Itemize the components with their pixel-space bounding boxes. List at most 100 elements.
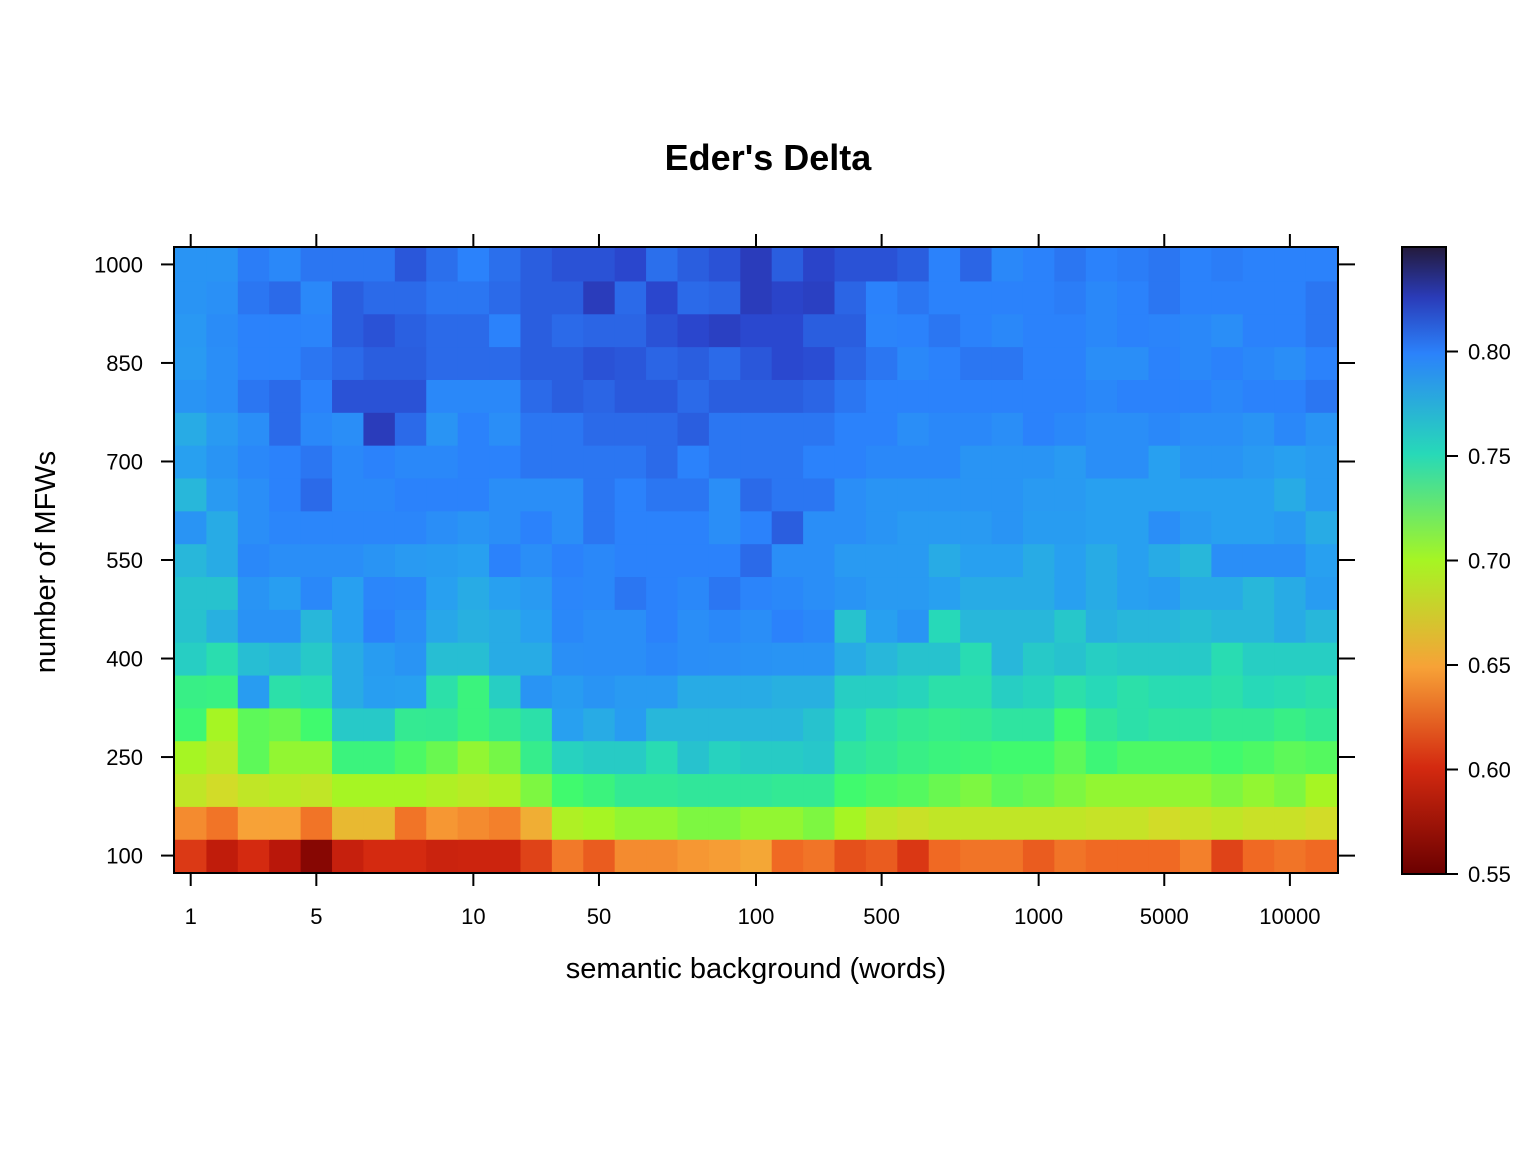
heatmap-cell xyxy=(1305,412,1338,446)
heatmap-cell xyxy=(394,412,427,446)
heatmap-cell xyxy=(1274,707,1307,742)
heatmap-cell xyxy=(1242,510,1275,545)
colorbar-tick-label: 0.65 xyxy=(1468,653,1511,678)
heatmap-cell xyxy=(426,773,459,807)
heatmap-cell xyxy=(834,313,867,348)
heatmap-cell xyxy=(991,379,1024,413)
heatmap-cell xyxy=(708,445,741,479)
heatmap-cell xyxy=(551,674,584,709)
heatmap-cell xyxy=(1022,609,1055,643)
heatmap-cell xyxy=(928,674,961,709)
heatmap-cell xyxy=(394,576,427,610)
heatmap-cell xyxy=(646,346,679,380)
heatmap-cell xyxy=(677,674,710,709)
heatmap-cell xyxy=(677,773,710,807)
heatmap-cell xyxy=(646,609,679,643)
heatmap-cell xyxy=(1022,510,1055,545)
heatmap-cell xyxy=(1179,806,1212,840)
heatmap-cell xyxy=(583,280,616,315)
heatmap-cell xyxy=(1022,674,1055,709)
heatmap-cell xyxy=(363,379,396,413)
heatmap-cell xyxy=(677,510,710,545)
heatmap-cell xyxy=(771,773,804,807)
heatmap-cell xyxy=(1305,477,1338,512)
heatmap-cell xyxy=(1242,609,1275,643)
heatmap-cell xyxy=(865,806,898,840)
heatmap-cell xyxy=(1179,839,1212,873)
heatmap-cell xyxy=(803,280,836,315)
heatmap-cell xyxy=(551,477,584,512)
heatmap-cell xyxy=(1085,642,1118,676)
heatmap-cells xyxy=(175,248,1338,873)
heatmap-cell xyxy=(677,806,710,840)
heatmap-cell xyxy=(614,313,647,348)
heatmap-cell xyxy=(1211,412,1244,446)
heatmap-cell xyxy=(457,609,490,643)
heatmap-cell xyxy=(1274,280,1307,315)
heatmap-cell xyxy=(1117,674,1150,709)
heatmap-cell xyxy=(394,445,427,479)
heatmap-cell xyxy=(897,313,930,348)
heatmap-cell xyxy=(991,839,1024,873)
heatmap-cell xyxy=(614,510,647,545)
heatmap-cell xyxy=(175,609,208,643)
heatmap-cell xyxy=(740,839,773,873)
heatmap-cell xyxy=(1179,477,1212,512)
heatmap-cell xyxy=(457,412,490,446)
heatmap-cell xyxy=(1242,839,1275,873)
heatmap-cell xyxy=(708,773,741,807)
heatmap-cell xyxy=(489,477,522,512)
heatmap-cell xyxy=(1274,248,1307,282)
heatmap-cell xyxy=(834,379,867,413)
heatmap-cell xyxy=(551,642,584,676)
heatmap-cell xyxy=(708,412,741,446)
heatmap-cell xyxy=(332,543,365,578)
heatmap-cell xyxy=(394,839,427,873)
heatmap-cell xyxy=(897,707,930,742)
heatmap-cell xyxy=(269,510,302,545)
heatmap-cell xyxy=(300,576,333,610)
heatmap-cell xyxy=(394,379,427,413)
heatmap-cell xyxy=(677,543,710,578)
heatmap-cell xyxy=(1117,543,1150,578)
heatmap-cell xyxy=(1179,379,1212,413)
heatmap-cell xyxy=(457,707,490,742)
heatmap-cell xyxy=(928,280,961,315)
heatmap-cell xyxy=(363,477,396,512)
heatmap-cell xyxy=(1054,707,1087,742)
heatmap-cell xyxy=(363,412,396,446)
heatmap-cell xyxy=(175,445,208,479)
heatmap-cell xyxy=(583,477,616,512)
heatmap-cell xyxy=(457,740,490,775)
heatmap-cell xyxy=(489,280,522,315)
heatmap-cell xyxy=(865,609,898,643)
chart-title: Eder's Delta xyxy=(665,137,873,178)
heatmap-cell xyxy=(614,346,647,380)
heatmap-cell xyxy=(1148,346,1181,380)
heatmap-cell xyxy=(426,248,459,282)
heatmap-cell xyxy=(1305,280,1338,315)
heatmap-cell xyxy=(771,839,804,873)
heatmap-cell xyxy=(614,412,647,446)
heatmap-cell xyxy=(960,609,993,643)
heatmap-cell xyxy=(1305,313,1338,348)
heatmap-cell xyxy=(394,642,427,676)
heatmap-cell xyxy=(551,839,584,873)
heatmap-cell xyxy=(865,740,898,775)
heatmap-cell xyxy=(1179,248,1212,282)
heatmap-cell xyxy=(614,477,647,512)
heatmap-cell xyxy=(206,642,239,676)
heatmap-cell xyxy=(834,510,867,545)
heatmap-cell xyxy=(237,642,270,676)
heatmap-cell xyxy=(426,642,459,676)
heatmap-cell xyxy=(771,346,804,380)
heatmap-cell xyxy=(1054,806,1087,840)
heatmap-cell xyxy=(300,839,333,873)
heatmap-cell xyxy=(332,839,365,873)
heatmap-cell xyxy=(677,445,710,479)
heatmap-cell xyxy=(991,412,1024,446)
heatmap-cell xyxy=(583,346,616,380)
heatmap-cell xyxy=(394,806,427,840)
heatmap-cell xyxy=(1085,379,1118,413)
heatmap-cell xyxy=(1022,248,1055,282)
